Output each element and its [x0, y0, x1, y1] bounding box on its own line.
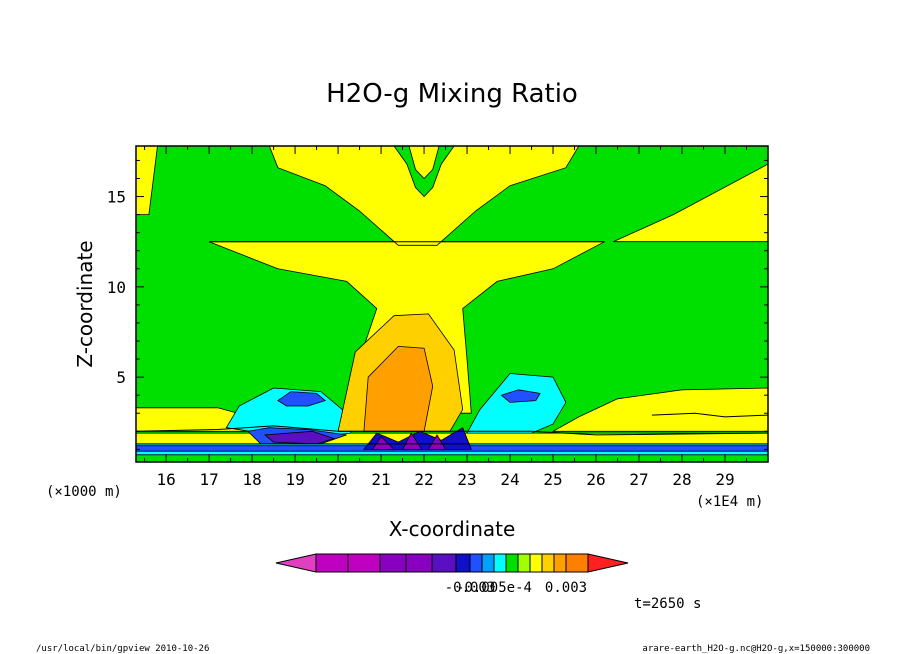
colorbar-under-arrow — [275, 553, 317, 573]
time-annotation: t=2650 s — [634, 596, 701, 612]
x-tick-label: 22 — [414, 470, 433, 489]
x-unit-right: (×1E4 m) — [696, 494, 763, 510]
contour-region-21 — [371, 436, 395, 450]
x-tick-label: 27 — [629, 470, 648, 489]
y-tick-label: 15 — [107, 188, 126, 207]
x-tick-label: 23 — [457, 470, 476, 489]
x-tick-label: 18 — [242, 470, 261, 489]
contour-region-14 — [500, 389, 541, 403]
colorbar-swatch — [529, 553, 543, 573]
x-tick-label: 20 — [328, 470, 347, 489]
contour-line-layer — [136, 241, 768, 445]
chart-title: H2O-g Mixing Ratio — [326, 79, 578, 109]
x-axis-label: X-coordinate — [389, 517, 516, 541]
footer-right: arare-earth_H2O-g.nc@H2O-g,x=150000:3000… — [642, 644, 870, 654]
y-tick-label: 5 — [116, 368, 126, 387]
colorbar-swatch — [347, 553, 381, 573]
footer-left: /usr/local/bin/gpview 2010-10-26 — [36, 644, 209, 654]
colorbar-over-arrow — [587, 553, 629, 573]
plot-frame — [135, 145, 769, 463]
colorbar-swatch — [405, 553, 433, 573]
x-tick-label: 26 — [586, 470, 605, 489]
colorbar-swatch — [505, 553, 519, 573]
contour-region-8 — [551, 387, 768, 432]
x-tick-label: 25 — [543, 470, 562, 489]
x-tick-label: 28 — [672, 470, 691, 489]
colorbar-swatch — [493, 553, 507, 573]
colorbar-swatch — [379, 553, 407, 573]
contour-region-4 — [408, 146, 440, 180]
x-tick-label: 29 — [715, 470, 734, 489]
x-unit-left: (×1000 m) — [46, 484, 122, 500]
colorbar-swatch — [541, 553, 555, 573]
colorbar-swatch — [469, 553, 483, 573]
colorbar-swatch — [553, 553, 567, 573]
colorbar-tick-label: 0.003 — [545, 580, 587, 596]
contour-region-13 — [277, 391, 327, 407]
contour-region-22 — [401, 432, 423, 450]
contour-region-6 — [613, 163, 768, 243]
x-axis-ticks: 16 17 18 19 20 21 22 23 24 25 26 27 28 29 — [144, 146, 748, 489]
x-tick-label: 19 — [285, 470, 304, 489]
contour-region-5 — [136, 146, 158, 216]
contour-line-1 — [136, 425, 768, 436]
x-tick-label: 16 — [156, 470, 175, 489]
x-tick-label: 21 — [371, 470, 390, 489]
colorbar-tick-label: -0.005e-4 — [456, 580, 532, 596]
y-axis-ticks: 5 10 15 — [107, 159, 768, 450]
colorbar-swatch — [315, 553, 349, 573]
y-tick-label: 10 — [107, 278, 126, 297]
colorbar-swatch — [431, 553, 457, 573]
x-tick-label: 24 — [500, 470, 519, 489]
colorbar-swatch — [455, 553, 471, 573]
colorbar: -0.003-0.005e-4 0.003 — [275, 553, 629, 596]
contour-region-17 — [263, 430, 336, 445]
contour-fill-layer — [136, 146, 768, 462]
contour-line-3 — [651, 412, 768, 418]
y-axis-label: Z-coordinate — [73, 240, 97, 367]
colorbar-swatch — [481, 553, 495, 573]
contour-region-23 — [427, 434, 447, 450]
colorbar-tick-label: -0.003 — [445, 580, 496, 596]
colorbar-swatch — [517, 553, 531, 573]
colorbar-swatch — [565, 553, 589, 573]
x-tick-label: 17 — [199, 470, 218, 489]
